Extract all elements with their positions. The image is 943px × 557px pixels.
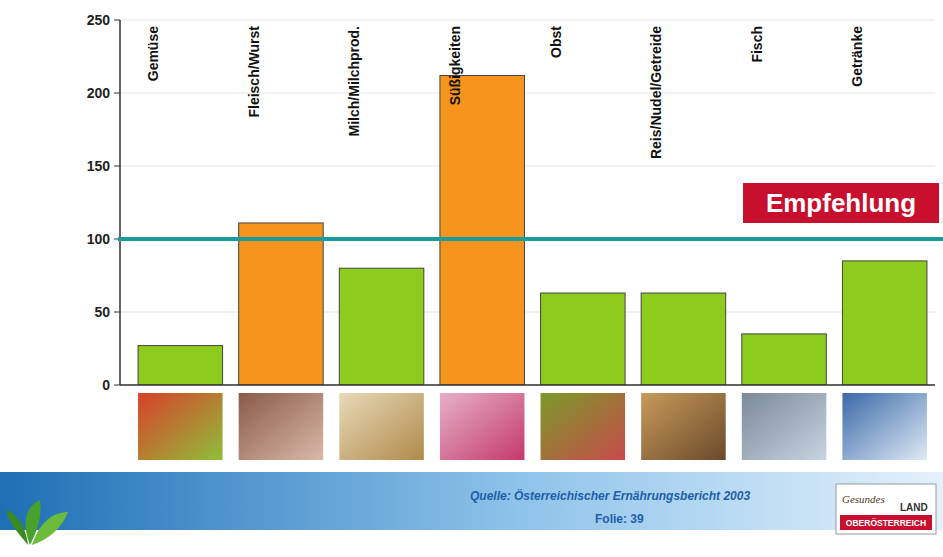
logo-text: Gesundes [842,493,885,505]
food-photo [138,393,223,460]
grid-line [120,385,935,386]
tick-label: 150 [87,158,111,174]
bar [541,293,626,385]
reference-line [118,237,943,241]
logo-text: OBERÖSTERREICH [846,518,926,528]
grid-line [120,20,935,21]
category-label: Fleisch/Wurst [246,26,262,118]
annotation-box [743,183,939,223]
category-label: Gemüse [145,26,161,81]
category-label: Süßigkeiten [447,26,463,105]
grid-line [120,166,935,167]
bar [440,75,525,385]
slide-number: Folie: 39 [595,512,644,526]
x-axis [120,384,935,386]
tick [114,312,120,313]
y-axis [119,20,121,385]
bar [339,268,424,385]
food-photo [440,393,525,460]
tick [114,385,120,386]
source: Quelle: Österreichischer Ernährungsberic… [470,488,750,503]
annotation-label: Empfehlung [766,188,916,218]
bar [742,334,827,385]
category-label: Milch/Milchprod. [346,26,362,136]
logo-frame [836,484,936,534]
tick [114,166,120,167]
grid-line [120,93,935,94]
category-label: Fisch [749,26,765,63]
category-label: Obst [548,26,564,58]
chart: 0 50 100 150 200 250 Empfehlung Gemüse Fleisch/W… [0,0,943,557]
tick-label: 200 [87,85,111,101]
tick-label: 50 [94,304,110,320]
logo-leaf [32,512,68,545]
tick [114,93,120,94]
food-photo [541,393,626,460]
food-photo [641,393,726,460]
food-photo [339,393,424,460]
bar [641,293,726,385]
bar [239,223,324,385]
bar [842,261,927,385]
logo-text: LAND [900,502,928,513]
tick-label: 250 [87,12,111,28]
footer-band [0,472,943,530]
category-label: Getränke [849,26,865,87]
tick-label: 0 [102,377,110,393]
bar [138,346,223,385]
food-photo [842,393,927,460]
food-photo [239,393,324,460]
tick-label: 100 [87,231,111,247]
bars [138,75,927,385]
footer-base [0,530,943,557]
category-label: Reis/Nudel/Getreide [648,26,664,159]
tick [114,20,120,21]
food-photo [742,393,827,460]
logo-bar [840,515,932,530]
logo-leaf [6,510,28,545]
